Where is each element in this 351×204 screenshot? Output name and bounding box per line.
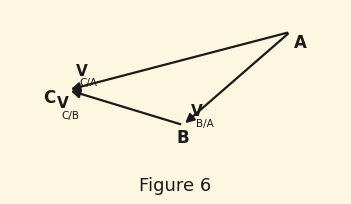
Text: A: A [293,34,306,52]
Text: C/A: C/A [80,78,98,88]
Text: V: V [57,96,68,111]
Text: V: V [191,104,203,119]
Text: B/A: B/A [196,119,213,129]
Text: B: B [176,129,189,147]
Text: Figure 6: Figure 6 [139,177,212,195]
Text: C: C [43,89,55,107]
Text: C/B: C/B [61,111,79,121]
Text: V: V [75,63,87,79]
